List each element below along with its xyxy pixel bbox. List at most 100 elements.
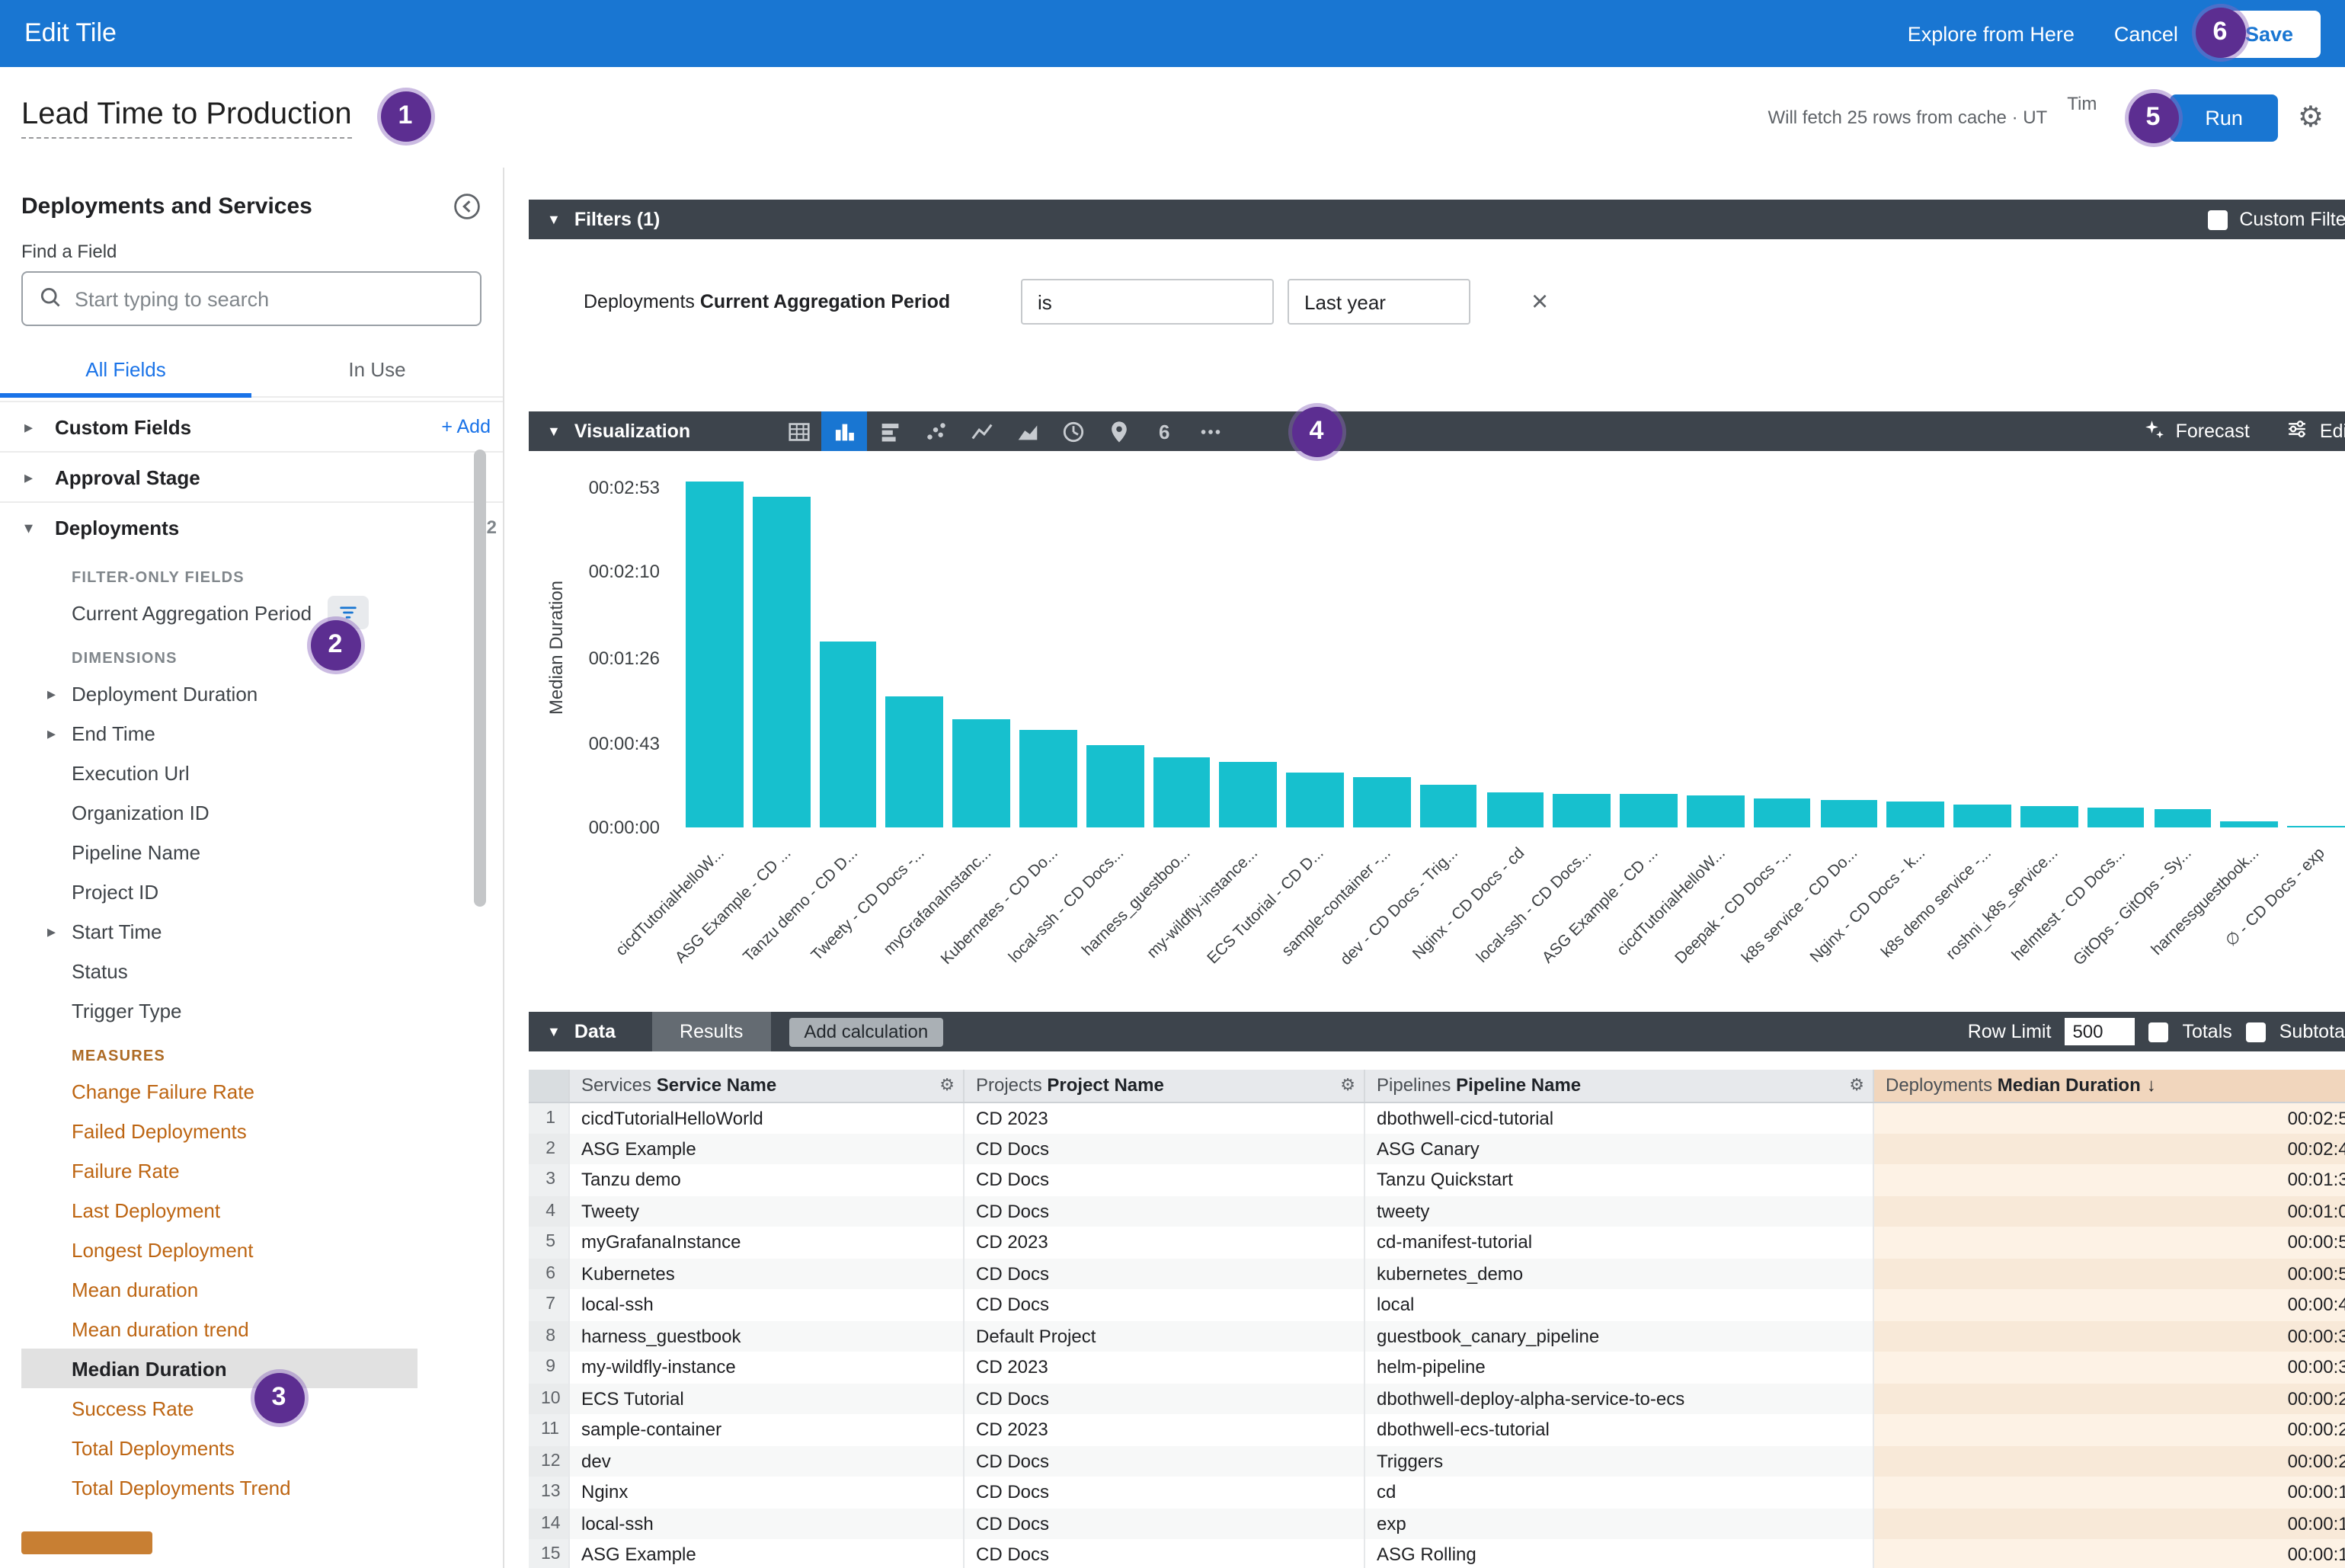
chart-bar[interactable] bbox=[753, 498, 810, 827]
run-button[interactable]: Run bbox=[2170, 94, 2278, 141]
column-chart-viz-icon[interactable] bbox=[821, 411, 867, 451]
chart-bar[interactable] bbox=[1687, 796, 1744, 827]
chart-bar[interactable] bbox=[2287, 825, 2344, 827]
measure-failed-deployments[interactable]: Failed Deployments bbox=[0, 1111, 503, 1150]
chevron-down-icon[interactable]: ▾ bbox=[24, 517, 40, 537]
field-item-trigger-type[interactable]: Trigger Type bbox=[0, 990, 503, 1030]
sidebar-scrollbar[interactable] bbox=[474, 450, 486, 907]
chart-bar[interactable] bbox=[1019, 729, 1077, 827]
sidebar-tab-in-use[interactable]: In Use bbox=[251, 344, 503, 396]
column-header-median-duration[interactable]: Deployments Median Duration↓⚙ bbox=[1873, 1070, 2345, 1102]
chart-bar[interactable] bbox=[1486, 792, 1544, 827]
scatter-viz-icon[interactable] bbox=[913, 411, 958, 451]
chart-bar[interactable] bbox=[1887, 802, 1944, 828]
section-collapse-caret-icon[interactable]: ▼ bbox=[547, 212, 561, 227]
chevron-right-icon[interactable]: ▸ bbox=[47, 723, 62, 743]
custom-filter-checkbox[interactable] bbox=[2207, 210, 2227, 229]
chart-bar[interactable] bbox=[1153, 757, 1210, 827]
field-item-execution-url[interactable]: Execution Url bbox=[0, 753, 503, 792]
chevron-right-icon[interactable]: ▸ bbox=[47, 683, 62, 703]
column-header-service-name[interactable]: Services Service Name⚙ bbox=[568, 1070, 963, 1102]
tile-title-input[interactable]: Lead Time to Production bbox=[21, 97, 352, 138]
pie-chart-viz-icon[interactable] bbox=[1050, 411, 1096, 451]
gear-icon[interactable]: ⚙ bbox=[1340, 1076, 1355, 1096]
remove-filter-button[interactable]: × bbox=[1531, 287, 1548, 316]
chart-bar[interactable] bbox=[819, 641, 876, 827]
measure-median-duration[interactable]: Median Duration bbox=[21, 1349, 417, 1388]
chevron-right-icon[interactable]: ▸ bbox=[24, 467, 40, 487]
map-viz-icon[interactable] bbox=[1096, 411, 1141, 451]
chart-bar[interactable] bbox=[886, 696, 943, 827]
edit-viz-button[interactable]: Edit bbox=[2286, 418, 2345, 445]
data-options: Row Limit Totals Subtotals bbox=[1968, 1018, 2345, 1045]
chart-bar[interactable] bbox=[1420, 784, 1477, 827]
field-item-pipeline-name[interactable]: Pipeline Name bbox=[0, 832, 503, 872]
measure-last-deployment[interactable]: Last Deployment bbox=[0, 1190, 503, 1230]
chart-bar[interactable] bbox=[1086, 745, 1144, 827]
measure-mean-duration-trend[interactable]: Mean duration trend bbox=[0, 1309, 503, 1349]
collapse-sidebar-button[interactable] bbox=[453, 192, 481, 221]
chart-bar[interactable] bbox=[1820, 800, 1877, 827]
field-item-project-id[interactable]: Project ID bbox=[0, 872, 503, 911]
measure-total-deployments-trend[interactable]: Total Deployments Trend bbox=[0, 1467, 503, 1507]
chart-bar[interactable] bbox=[2087, 808, 2145, 827]
measure-longest-deployment[interactable]: Longest Deployment bbox=[0, 1230, 503, 1269]
field-group-deployments[interactable]: ▾Deployments2 bbox=[0, 501, 503, 552]
field-group-custom-fields[interactable]: ▸Custom Fields+ Add bbox=[0, 401, 503, 451]
chart-bar[interactable] bbox=[1220, 763, 1277, 827]
column-header-pipeline-name[interactable]: Pipelines Pipeline Name⚙ bbox=[1364, 1070, 1873, 1102]
gear-icon[interactable]: ⚙ bbox=[1849, 1076, 1864, 1096]
chevron-right-icon[interactable]: ▸ bbox=[24, 417, 40, 437]
bar-slot bbox=[1949, 469, 2016, 827]
cancel-button[interactable]: Cancel bbox=[2114, 22, 2178, 45]
explore-from-here-link[interactable]: Explore from Here bbox=[1908, 22, 2075, 45]
single-value-viz-icon[interactable]: 6 bbox=[1141, 411, 1187, 451]
bar-chart-viz-icon[interactable] bbox=[867, 411, 913, 451]
more-viz-icon[interactable] bbox=[1187, 411, 1233, 451]
add-calculation-button[interactable]: Add calculation bbox=[789, 1017, 943, 1046]
chart-bar[interactable] bbox=[1953, 804, 2011, 827]
measure-change-failure-rate[interactable]: Change Failure Rate bbox=[0, 1071, 503, 1111]
measure-mean-duration[interactable]: Mean duration bbox=[0, 1269, 503, 1309]
table-viz-icon[interactable] bbox=[776, 411, 821, 451]
filter-operator-select[interactable]: is bbox=[1021, 279, 1274, 325]
field-item-end-time[interactable]: ▸End Time bbox=[0, 713, 503, 753]
section-collapse-caret-icon[interactable]: ▼ bbox=[547, 1024, 561, 1039]
field-item-organization-id[interactable]: Organization ID bbox=[0, 792, 503, 832]
totals-checkbox[interactable] bbox=[2148, 1022, 2168, 1042]
chart-bar[interactable] bbox=[2221, 821, 2278, 827]
row-limit-input[interactable] bbox=[2065, 1018, 2135, 1045]
field-group-approval-stage[interactable]: ▸Approval Stage bbox=[0, 451, 503, 501]
section-collapse-caret-icon[interactable]: ▼ bbox=[547, 424, 561, 439]
chart-bar[interactable] bbox=[2020, 806, 2078, 827]
filter-value-input[interactable]: Last year bbox=[1288, 279, 1470, 325]
field-item-start-time[interactable]: ▸Start Time bbox=[0, 911, 503, 951]
chart-bar[interactable] bbox=[686, 482, 743, 827]
chevron-right-icon[interactable]: ▸ bbox=[47, 921, 62, 941]
chart-bar[interactable] bbox=[1286, 773, 1343, 827]
forecast-button[interactable]: Forecast bbox=[2142, 418, 2250, 445]
results-tab[interactable]: Results bbox=[652, 1012, 770, 1051]
column-header-project-name[interactable]: Projects Project Name⚙ bbox=[963, 1070, 1364, 1102]
field-item-deployment-duration[interactable]: ▸Deployment Duration bbox=[0, 674, 503, 713]
area-chart-viz-icon[interactable] bbox=[1004, 411, 1050, 451]
add-custom-field-button[interactable]: + Add bbox=[441, 416, 491, 437]
field-item-current-aggregation-period[interactable]: Current Aggregation Period bbox=[0, 593, 503, 632]
sort-desc-icon[interactable]: ↓ bbox=[2147, 1075, 2156, 1096]
gear-icon[interactable]: ⚙ bbox=[939, 1076, 955, 1096]
measure-success-rate[interactable]: Success Rate bbox=[0, 1388, 503, 1428]
subtotals-checkbox[interactable] bbox=[2246, 1022, 2266, 1042]
line-chart-viz-icon[interactable] bbox=[958, 411, 1004, 451]
chart-bar[interactable] bbox=[1353, 776, 1410, 827]
chart-bar[interactable] bbox=[1754, 798, 1811, 827]
chart-bar[interactable] bbox=[953, 719, 1010, 827]
measure-total-deployments[interactable]: Total Deployments bbox=[0, 1428, 503, 1467]
field-item-status[interactable]: Status bbox=[0, 951, 503, 990]
chart-bar[interactable] bbox=[1620, 794, 1677, 827]
chart-bar[interactable] bbox=[2154, 810, 2211, 827]
field-search-input[interactable] bbox=[75, 287, 465, 310]
gear-icon[interactable]: ⚙ bbox=[2298, 103, 2324, 132]
sidebar-tab-all-fields[interactable]: All Fields bbox=[0, 344, 251, 396]
chart-bar[interactable] bbox=[1553, 794, 1611, 827]
measure-failure-rate[interactable]: Failure Rate bbox=[0, 1150, 503, 1190]
